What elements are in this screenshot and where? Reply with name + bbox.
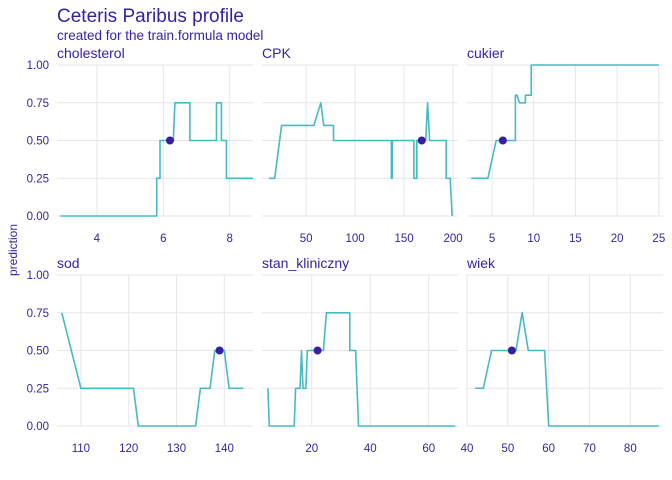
profile-line bbox=[60, 102, 253, 217]
x-tick-label: 8 bbox=[227, 233, 233, 245]
x-tick-label: 10 bbox=[527, 233, 540, 245]
y-tick-label: 0.00 bbox=[27, 211, 49, 223]
y-tick-label: 0.00 bbox=[27, 421, 49, 433]
y-tick-label: 0.25 bbox=[27, 383, 49, 395]
chart-subtitle: created for the train.formula model bbox=[57, 28, 264, 43]
x-tick-label: 60 bbox=[422, 443, 435, 455]
x-tick-label: 110 bbox=[72, 443, 90, 455]
x-tick-label: 100 bbox=[346, 233, 365, 245]
observation-point bbox=[498, 136, 507, 145]
x-tick-label: 140 bbox=[215, 443, 234, 455]
y-tick-label: 0.50 bbox=[27, 346, 49, 358]
observation-point bbox=[215, 346, 224, 355]
x-tick-label: 20 bbox=[305, 443, 318, 455]
x-tick-label: 50 bbox=[300, 233, 313, 245]
panel-label: CPK bbox=[262, 45, 291, 61]
panel-cukier: 5 10 15 20 25 cukier bbox=[467, 45, 665, 245]
observation-point bbox=[417, 136, 426, 145]
x-tick-label: 40 bbox=[461, 443, 474, 455]
x-tick-label: 130 bbox=[167, 443, 186, 455]
y-tick-label: 0.75 bbox=[27, 308, 49, 320]
panel-label: stan_kliniczny bbox=[262, 255, 349, 271]
panel-label: cholesterol bbox=[57, 45, 125, 61]
x-tick-label: 20 bbox=[611, 233, 624, 245]
x-tick-label: 6 bbox=[160, 233, 166, 245]
profile-line bbox=[61, 312, 244, 427]
observation-point bbox=[165, 136, 174, 145]
x-tick-label: 40 bbox=[364, 443, 377, 455]
x-tick-label: 200 bbox=[444, 233, 463, 245]
panel-wiek: 40 50 60 70 80 wiek bbox=[461, 255, 663, 455]
profile-line bbox=[471, 64, 659, 180]
panel-sod: 0.00 0.25 0.50 0.75 1.00 110 120 130 140 sod bbox=[27, 255, 253, 455]
x-tick-label: 25 bbox=[652, 233, 665, 245]
y-tick-label: 0.25 bbox=[27, 173, 49, 185]
y-tick-label: 0.75 bbox=[27, 98, 49, 110]
profile-line bbox=[267, 311, 456, 427]
profile-line bbox=[268, 102, 453, 217]
x-tick-label: 5 bbox=[489, 233, 495, 245]
panel-label: sod bbox=[57, 255, 80, 271]
observation-point bbox=[313, 346, 322, 355]
x-tick-label: 70 bbox=[583, 443, 596, 455]
panel-cholesterol: 0.00 0.25 0.50 0.75 1.00 4 6 8 cholesterol bbox=[27, 45, 253, 245]
observation-point bbox=[507, 346, 516, 355]
x-tick-label: 80 bbox=[624, 443, 637, 455]
y-tick-label: 1.00 bbox=[27, 270, 49, 282]
chart-title: Ceteris Paribus profile bbox=[57, 6, 244, 27]
x-tick-label: 120 bbox=[119, 443, 138, 455]
x-tick-label: 60 bbox=[542, 443, 555, 455]
profile-line bbox=[475, 311, 659, 427]
x-tick-label: 150 bbox=[395, 233, 414, 245]
panel-label: cukier bbox=[467, 45, 505, 61]
y-tick-label: 1.00 bbox=[27, 60, 49, 72]
x-tick-label: 50 bbox=[501, 443, 514, 455]
y-tick-label: 0.50 bbox=[27, 136, 49, 148]
x-tick-label: 15 bbox=[569, 233, 582, 245]
panel-stan-kliniczny: 20 40 60 stan_kliniczny bbox=[262, 255, 458, 455]
x-tick-label: 4 bbox=[94, 233, 101, 245]
panel-label: wiek bbox=[466, 255, 496, 271]
panel-CPK: 50 100 150 200 CPK bbox=[262, 45, 463, 245]
